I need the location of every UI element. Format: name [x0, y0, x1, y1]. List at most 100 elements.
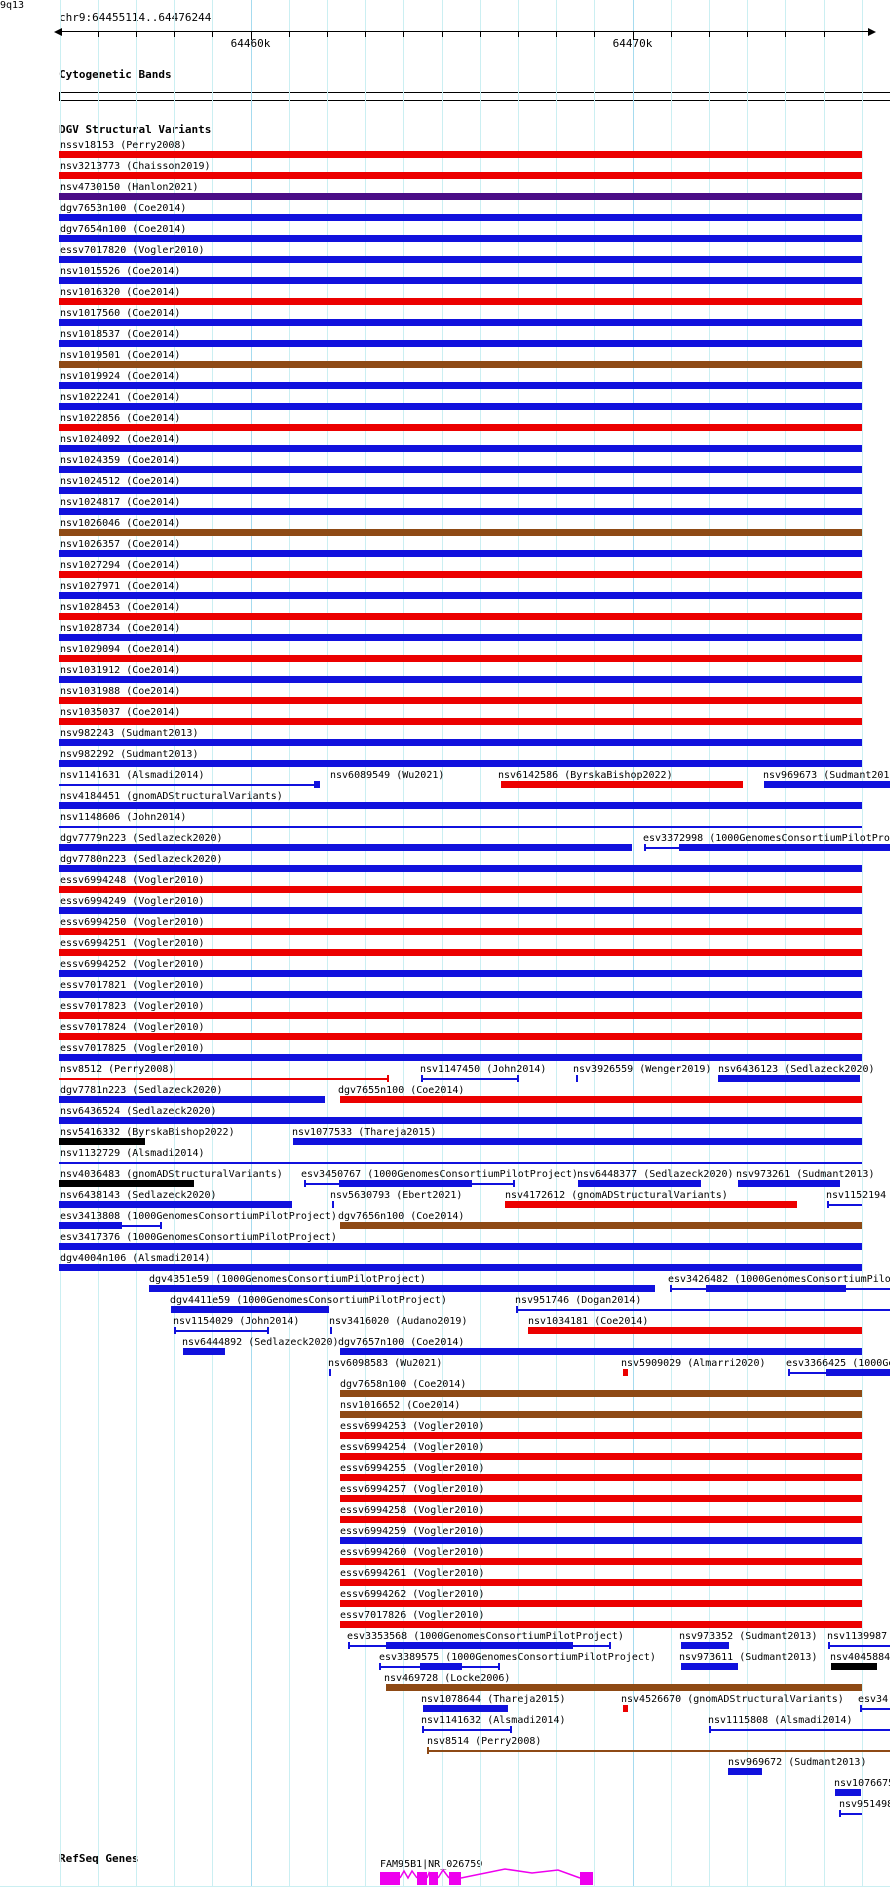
variant-endcap[interactable]	[576, 1075, 578, 1082]
variant-bar[interactable]	[59, 1033, 862, 1040]
exon-box[interactable]	[417, 1872, 427, 1885]
variant-label[interactable]: essv7017820 (Vogler2010)	[60, 245, 205, 256]
variant-label[interactable]: dgv7781n223 (Sedlazeck2020)	[60, 1085, 223, 1096]
variant-label[interactable]: nsv8512 (Perry2008)	[60, 1064, 175, 1075]
variant-label[interactable]: nsv1028453 (Coe2014)	[60, 602, 181, 613]
variant-bar[interactable]	[59, 445, 862, 452]
variant-label[interactable]: nsv469728 (Locke2006)	[384, 1673, 511, 1684]
variant-label[interactable]: dgv7653n100 (Coe2014)	[60, 203, 187, 214]
variant-label[interactable]: essv7017821 (Vogler2010)	[60, 980, 205, 991]
variant-label[interactable]: nsv1035037 (Coe2014)	[60, 707, 181, 718]
variant-label[interactable]: nsv951498	[839, 1799, 890, 1810]
cytoband-box[interactable]	[59, 92, 890, 101]
variant-label[interactable]: nsv973352 (Sudmant2013)	[679, 1631, 818, 1642]
variant-label[interactable]: nsv1027971 (Coe2014)	[60, 581, 181, 592]
variant-line[interactable]	[423, 1729, 511, 1731]
variant-bar[interactable]	[59, 193, 862, 200]
variant-label[interactable]: nsv1024092 (Coe2014)	[60, 434, 181, 445]
variant-bar[interactable]	[681, 1642, 729, 1649]
variant-bar[interactable]	[59, 277, 862, 284]
variant-bar[interactable]	[706, 1285, 846, 1292]
variant-label[interactable]: nsv6436123 (Sedlazeck2020)	[718, 1064, 875, 1075]
variant-bar[interactable]	[826, 1369, 890, 1376]
variant-bar[interactable]	[505, 1201, 797, 1208]
variant-label[interactable]: essv7017824 (Vogler2010)	[60, 1022, 205, 1033]
variant-bar[interactable]	[59, 466, 862, 473]
variant-label[interactable]: nsv4184451 (gnomADStructuralVariants)	[60, 791, 283, 802]
variant-label[interactable]: nsv4036483 (gnomADStructuralVariants)	[60, 1169, 283, 1180]
variant-label[interactable]: nsv5909029 (Almarri2020)	[621, 1358, 766, 1369]
variant-bar[interactable]	[59, 487, 862, 494]
variant-bar[interactable]	[679, 844, 890, 851]
variant-bar[interactable]	[59, 655, 862, 662]
variant-bar[interactable]	[59, 718, 862, 725]
variant-bar[interactable]	[340, 1411, 862, 1418]
variant-endcap[interactable]	[609, 1642, 611, 1649]
variant-label[interactable]: nsv3416020 (Audano2019)	[329, 1316, 468, 1327]
variant-line[interactable]	[828, 1204, 862, 1206]
variant-label[interactable]: nssv18153 (Perry2008)	[60, 140, 187, 151]
variant-bar[interactable]	[340, 1537, 862, 1544]
variant-label[interactable]: nsv1034181 (Coe2014)	[528, 1316, 649, 1327]
variant-label[interactable]: nsv4172612 (gnomADStructuralVariants)	[505, 1190, 728, 1201]
variant-endcap[interactable]	[160, 1222, 162, 1229]
variant-line[interactable]	[59, 826, 862, 828]
variant-bar[interactable]	[59, 697, 862, 704]
variant-bar[interactable]	[59, 424, 862, 431]
variant-endcap[interactable]	[513, 1180, 515, 1187]
variant-label[interactable]: nsv1024512 (Coe2014)	[60, 476, 181, 487]
variant-line[interactable]	[671, 1288, 706, 1290]
variant-label[interactable]: esv3413808 (1000GenomesConsortiumPilotPr…	[60, 1211, 337, 1222]
variant-line[interactable]	[846, 1288, 890, 1290]
variant-bar[interactable]	[171, 1306, 329, 1313]
variant-bar[interactable]	[340, 1600, 862, 1607]
variant-label[interactable]: esv3389575 (1000GenomesConsortiumPilotPr…	[379, 1652, 656, 1663]
variant-bar[interactable]	[831, 1663, 877, 1670]
variant-bar[interactable]	[340, 1474, 862, 1481]
variant-line[interactable]	[305, 1183, 339, 1185]
variant-bar[interactable]	[528, 1327, 862, 1334]
variant-label[interactable]: nsv1015526 (Coe2014)	[60, 266, 181, 277]
variant-label[interactable]: essv6994249 (Vogler2010)	[60, 896, 205, 907]
exon-box[interactable]	[380, 1872, 400, 1885]
variant-bar[interactable]	[340, 1453, 862, 1460]
variant-label[interactable]: nsv1016652 (Coe2014)	[340, 1400, 461, 1411]
variant-line[interactable]	[840, 1813, 862, 1815]
variant-bar[interactable]	[386, 1642, 573, 1649]
variant-bar[interactable]	[59, 235, 862, 242]
variant-bar[interactable]	[59, 340, 862, 347]
variant-line[interactable]	[710, 1729, 890, 1731]
variant-line[interactable]	[428, 1750, 890, 1752]
variant-bar[interactable]	[764, 781, 890, 788]
variant-label[interactable]: nsv1031988 (Coe2014)	[60, 686, 181, 697]
variant-line[interactable]	[462, 1666, 499, 1668]
exon-box[interactable]	[580, 1872, 593, 1885]
variant-label[interactable]: nsv1022241 (Coe2014)	[60, 392, 181, 403]
variant-label[interactable]: essv6994248 (Vogler2010)	[60, 875, 205, 886]
variant-label[interactable]: essv6994260 (Vogler2010)	[340, 1547, 485, 1558]
variant-label[interactable]: nsv1132729 (Alsmadi2014)	[60, 1148, 205, 1159]
variant-label[interactable]: nsv6098583 (Wu2021)	[328, 1358, 443, 1369]
variant-bar[interactable]	[340, 1558, 862, 1565]
variant-label[interactable]: nsv5416332 (ByrskaBishop2022)	[60, 1127, 235, 1138]
variant-label[interactable]: nsv8514 (Perry2008)	[427, 1736, 542, 1747]
variant-label[interactable]: esv3372998 (1000GenomesConsortiumPilotPr…	[643, 833, 890, 844]
variant-label[interactable]: nsv1147450 (John2014)	[420, 1064, 547, 1075]
variant-line[interactable]	[829, 1645, 890, 1647]
variant-bar[interactable]	[59, 361, 862, 368]
variant-bar[interactable]	[340, 1222, 862, 1229]
variant-line[interactable]	[789, 1372, 826, 1374]
variant-label[interactable]: nsv1029094 (Coe2014)	[60, 644, 181, 655]
variant-label[interactable]: essv6994252 (Vogler2010)	[60, 959, 205, 970]
variant-bar[interactable]	[183, 1348, 225, 1355]
variant-label[interactable]: nsv973261 (Sudmant2013)	[736, 1169, 875, 1180]
variant-label[interactable]: esv3417376 (1000GenomesConsortiumPilotPr…	[60, 1232, 337, 1243]
variant-line[interactable]	[59, 1162, 862, 1164]
variant-bar[interactable]	[340, 1579, 862, 1586]
variant-label[interactable]: nsv1019924 (Coe2014)	[60, 371, 181, 382]
variant-label[interactable]: esv3426482 (1000GenomesConsortiumPilotPr…	[668, 1274, 890, 1285]
variant-label[interactable]: nsv1024817 (Coe2014)	[60, 497, 181, 508]
variant-bar[interactable]	[59, 571, 862, 578]
variant-line[interactable]	[380, 1666, 420, 1668]
variant-bar[interactable]	[59, 508, 862, 515]
